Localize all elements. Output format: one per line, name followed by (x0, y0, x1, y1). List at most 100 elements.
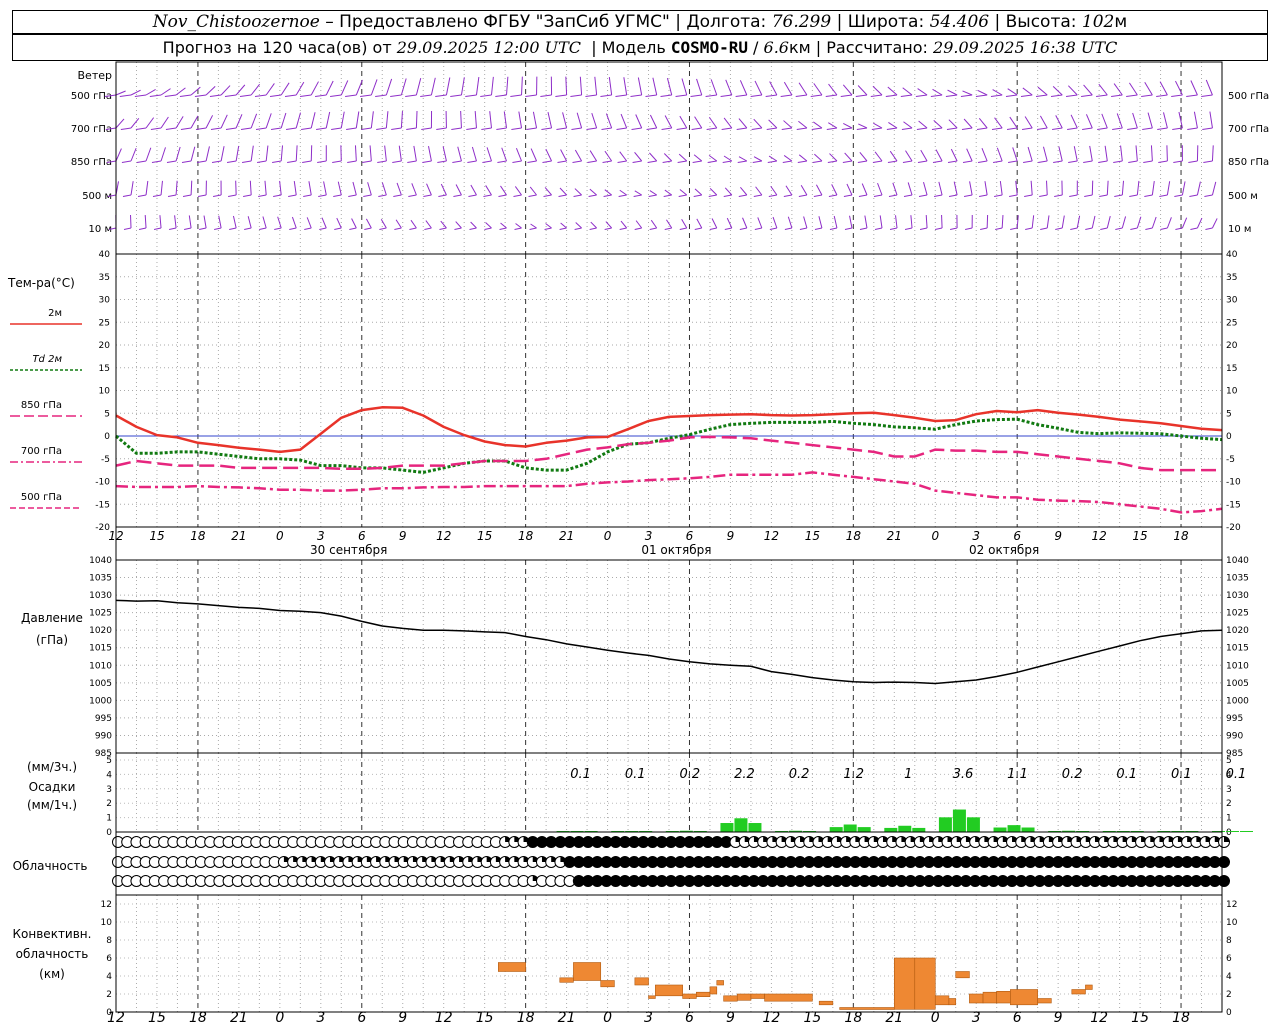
wind-barb (1106, 216, 1111, 229)
wind-barb-shaft (675, 94, 687, 97)
wind-barb (1211, 218, 1218, 229)
conv-bar (634, 977, 649, 986)
model-label: | Модель (581, 38, 671, 57)
wind-barb (415, 78, 422, 96)
wind-barb-shaft (542, 160, 552, 163)
wind-barb-shaft (406, 127, 417, 130)
wind-barb-shaft (811, 127, 823, 130)
wind-barb (428, 146, 432, 162)
wind-barb-shaft (1097, 127, 1108, 130)
wind-barb-shaft (1099, 194, 1108, 197)
wind-barb (1166, 217, 1172, 229)
day-label: 01 октября (641, 543, 711, 557)
wind-barb-shaft (721, 127, 732, 130)
wind-barb (947, 89, 958, 96)
x-tick-label: 15 (1132, 529, 1147, 543)
x-tick-label: 6 (358, 529, 366, 543)
wind-barb (235, 145, 240, 162)
pressure-tick-left: 1010 (89, 661, 112, 671)
wind-barb (724, 187, 733, 196)
wind-barb (605, 221, 613, 229)
precip-total-label: 0.2 (789, 767, 810, 782)
wind-barb-shaft (645, 94, 657, 97)
wind-barb (1007, 88, 1018, 96)
wind-barb (620, 220, 628, 229)
wind-barb-shaft (409, 227, 417, 230)
wind-barb-shaft (902, 160, 913, 163)
wind-barb-shaft (152, 194, 162, 197)
conv-bar (498, 962, 526, 972)
wind-barb-shaft (991, 127, 1003, 130)
wind-barb-shaft (228, 194, 237, 197)
wind-barb-shaft (391, 127, 402, 130)
precip-bar (993, 827, 1007, 832)
wind-barb (1030, 180, 1033, 196)
wind-barb-shaft (1065, 94, 1078, 97)
x-tick-label: 9 (399, 529, 407, 543)
wind-barb (130, 89, 141, 96)
wind-barb (1089, 145, 1093, 162)
wind-barb-shaft (738, 194, 747, 197)
precip-tick-right: 0 (1226, 828, 1232, 838)
wind-barb (798, 154, 808, 162)
wind-barb-shaft (451, 127, 462, 130)
wind-barb (160, 147, 166, 162)
precip-bar (898, 825, 912, 832)
wind-barb (1042, 146, 1048, 162)
wind-level-label: 850 гПа (71, 157, 112, 168)
wind-barb (115, 148, 122, 162)
wind-barb (1098, 83, 1108, 96)
wind-barb (1190, 80, 1198, 96)
wind-barb-shaft (393, 194, 402, 197)
wind-barb-shaft (134, 94, 147, 97)
wind-barb (579, 76, 583, 96)
wind-barb (828, 122, 838, 129)
wind-barb-shaft (407, 160, 417, 163)
wind-barb (1046, 180, 1048, 196)
wind-barb (470, 184, 477, 196)
pressure-tick-right: 1025 (1226, 609, 1249, 619)
wind-barb (754, 80, 763, 96)
wind-barb-shaft (334, 227, 342, 230)
x-tick-label: 18 (190, 529, 206, 543)
wind-barb-shaft (586, 127, 597, 130)
wind-barb-shaft (753, 194, 762, 197)
pressure-tick-right: 995 (1226, 714, 1243, 724)
wind-barb (351, 218, 357, 229)
wind-barb (649, 190, 657, 196)
wind-barb (1181, 217, 1188, 229)
wind-barb-shaft (229, 227, 237, 230)
x-tick-label-bottom: 18 (844, 1010, 862, 1024)
wind-barb (175, 146, 181, 162)
wind-barb (864, 215, 868, 229)
wind-barb-shaft (1068, 160, 1078, 163)
wind-barb (818, 216, 823, 229)
station-name: Nov_Chistoozernoe (152, 12, 320, 32)
temp-tick-right: 10 (1226, 387, 1238, 397)
wind-barb (637, 77, 643, 96)
wind-barb (532, 111, 538, 129)
conv-bar (573, 962, 602, 981)
wind-barb (757, 217, 763, 229)
wind-barb-shaft (768, 194, 777, 197)
wind-barb-shaft (1202, 127, 1213, 130)
wind-barb (1009, 116, 1018, 129)
wind-barb-shaft (796, 127, 807, 130)
wind-barb-shaft (272, 160, 282, 163)
wind-barb-shaft (664, 227, 672, 230)
precip-bar (679, 830, 693, 832)
wind-barb-shaft (631, 127, 642, 130)
wind-barb (1070, 114, 1078, 129)
temp-tick-left: 25 (99, 318, 110, 328)
wind-barb (879, 215, 883, 229)
wind-barb (772, 216, 778, 229)
wind-barb (518, 111, 523, 129)
wind-barb-shaft (467, 160, 477, 163)
wind-barb-shaft (1172, 127, 1183, 130)
conv-bar (893, 957, 916, 1010)
wind-barb (696, 218, 703, 229)
wind-barb-shaft (1053, 160, 1063, 163)
wind-barb (768, 155, 778, 162)
conv-bar (648, 995, 656, 999)
wind-barb-shaft (135, 127, 147, 130)
